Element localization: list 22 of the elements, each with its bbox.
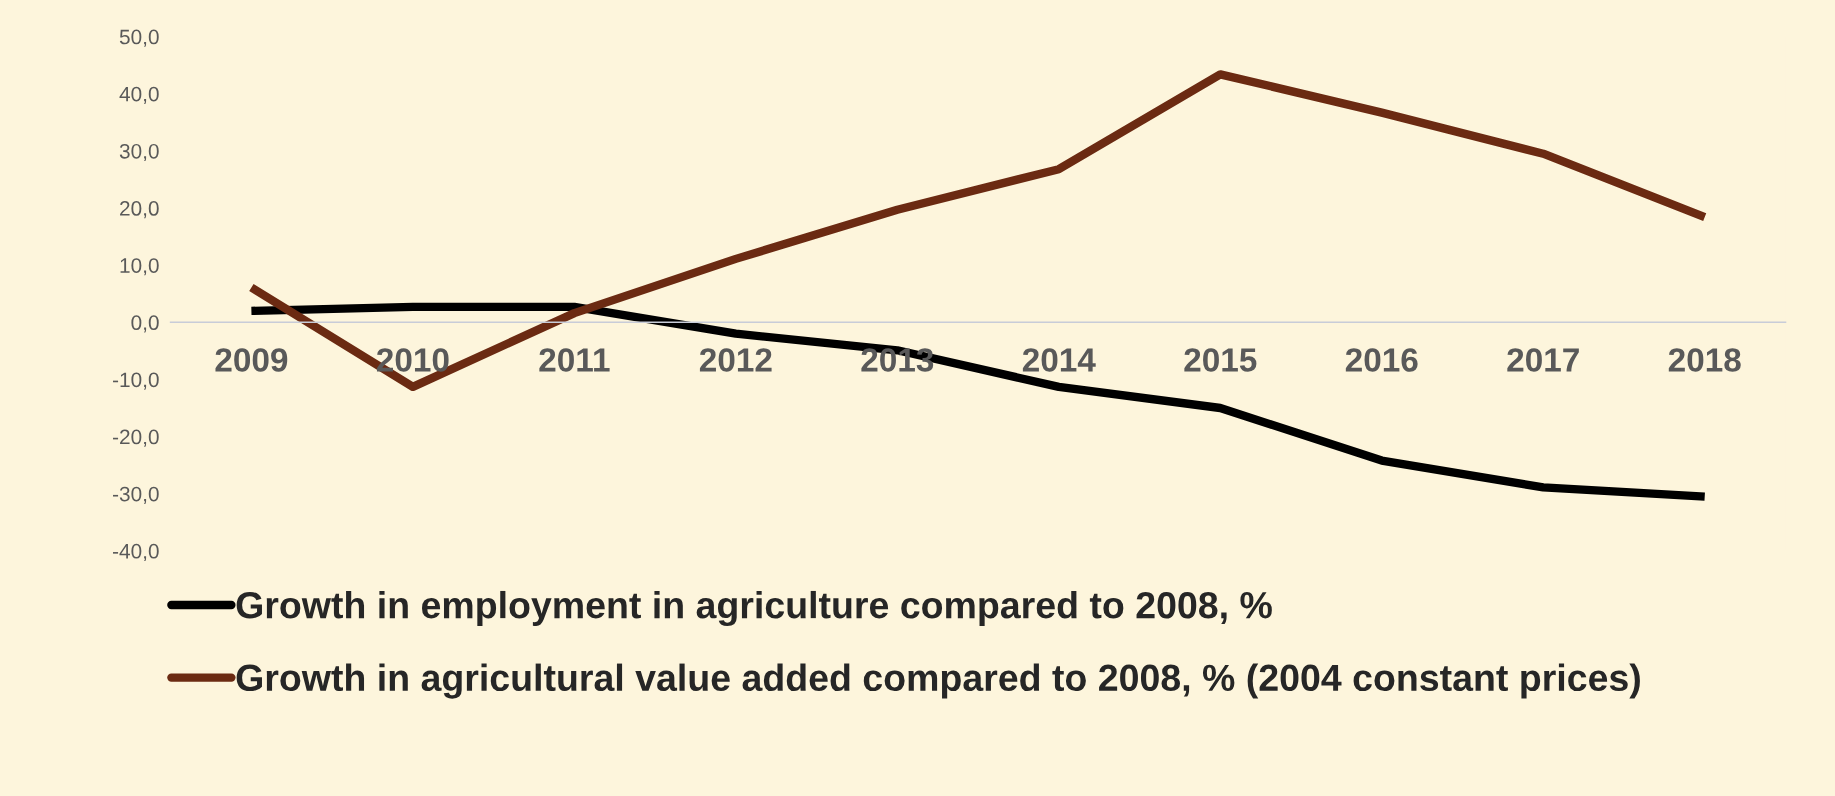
y-tick-label: 0,0 xyxy=(131,315,159,333)
x-tick-label: 2013 xyxy=(861,348,934,372)
y-tick-label: 40,0 xyxy=(119,86,159,104)
x-tick-label: 2010 xyxy=(376,348,449,372)
y-tick-label: 10,0 xyxy=(120,258,159,276)
x-tick-label: 2017 xyxy=(1507,348,1579,372)
y-tick-label: 30,0 xyxy=(119,143,159,162)
x-tick-label: 2014 xyxy=(1022,348,1096,372)
y-tick-label: 20,0 xyxy=(120,201,159,219)
legend-label: Growth in employment in agriculture compared to 2008, % xyxy=(236,590,1272,627)
y-tick-label: -30,0 xyxy=(112,486,159,504)
y-tick-label: -10,0 xyxy=(112,372,159,390)
y-tick-label: -20,0 xyxy=(112,429,159,447)
legend-label: Growth in agricultural value added compared to 2008, % (2004 constant prices) xyxy=(236,663,1640,699)
y-tick-label: 50,0 xyxy=(119,29,159,47)
x-tick-label: 2011 xyxy=(539,348,610,372)
x-tick-label: 2015 xyxy=(1184,348,1257,372)
y-tick-label: -40,0 xyxy=(112,543,159,562)
x-tick-label: 2018 xyxy=(1668,348,1741,372)
x-tick-label: 2016 xyxy=(1345,348,1418,372)
x-tick-label: 2009 xyxy=(215,348,288,372)
x-tick-label: 2012 xyxy=(699,348,772,372)
